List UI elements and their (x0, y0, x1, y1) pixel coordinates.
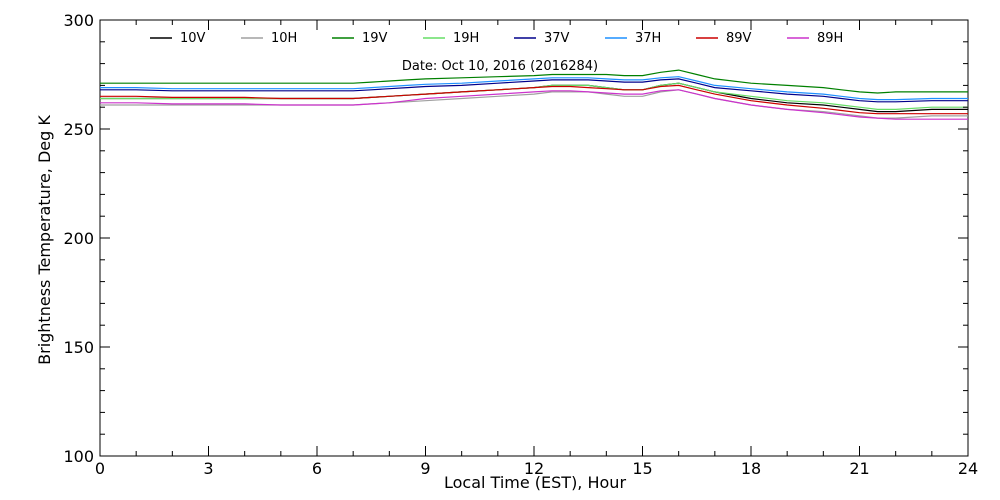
y-axis-title: Brightness Temperature, Deg K (35, 115, 54, 365)
x-tick-label: 12 (524, 459, 544, 478)
legend-item-89h: 89H (787, 31, 843, 46)
legend-label: 10V (180, 31, 206, 46)
legend-label: 37V (544, 31, 570, 46)
x-axis-title: Local Time (EST), Hour (444, 473, 626, 492)
x-tick-label: 3 (203, 459, 213, 478)
legend-item-19v: 19V (332, 31, 388, 46)
series-line-89h (100, 89, 968, 120)
legend-item-37v: 37V (514, 31, 570, 46)
legend-item-10v: 10V (150, 31, 206, 46)
y-tick-label: 300 (63, 11, 94, 30)
series-line-89v (100, 84, 968, 115)
legend: 10V 10H 19V 19H 37V 37H 89V 89H (150, 31, 843, 46)
y-tick-label: 200 (63, 229, 94, 248)
series-line-19v (100, 69, 968, 94)
x-tick-label: 0 (95, 459, 105, 478)
plot-frame (99, 19, 969, 457)
legend-item-37h: 37H (605, 31, 661, 46)
legend-item-89v: 89V (696, 31, 752, 46)
x-tick-label: 21 (849, 459, 869, 478)
x-tick-label: 6 (312, 459, 322, 478)
series-line-37h (100, 76, 968, 101)
y-tick-label: 100 (63, 447, 94, 466)
y-tick-label: 150 (63, 338, 94, 357)
legend-item-10h: 10H (241, 31, 297, 46)
legend-label: 10H (271, 31, 297, 46)
chart-annotation: Date: Oct 10, 2016 (2016284) (402, 59, 598, 74)
legend-label: 89H (817, 31, 843, 46)
x-tick-label: 24 (958, 459, 978, 478)
x-tick-label: 15 (632, 459, 652, 478)
x-tick-label: 9 (420, 459, 430, 478)
series-line-37v (100, 78, 968, 103)
plot-area (99, 19, 969, 457)
legend-label: 19H (453, 31, 479, 46)
y-tick-label: 250 (63, 120, 94, 139)
legend-label: 37H (635, 31, 661, 46)
series-layer (100, 69, 968, 120)
x-tick-label: 18 (741, 459, 761, 478)
legend-item-19h: 19H (423, 31, 479, 46)
legend-label: 19V (362, 31, 388, 46)
axes-layer: 0 3 6 9 12 15 18 21 24 100 150 200 250 300 (63, 11, 978, 478)
legend-label: 89V (726, 31, 752, 46)
